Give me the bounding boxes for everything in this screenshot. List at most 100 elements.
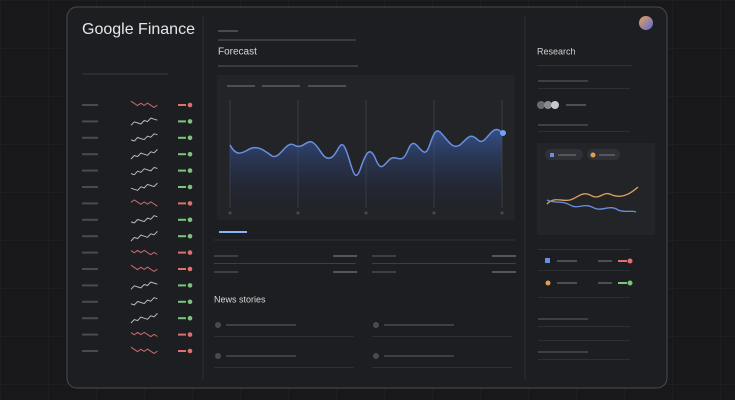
change-dot xyxy=(187,250,193,255)
avatar[interactable] xyxy=(639,16,653,30)
change-dot xyxy=(187,332,193,337)
research-line xyxy=(546,199,637,213)
watchlist xyxy=(82,100,193,355)
change-bar xyxy=(178,186,186,188)
change-dot xyxy=(187,266,193,272)
sparkline xyxy=(130,199,158,207)
sparkline xyxy=(130,149,158,160)
watchlist-row[interactable] xyxy=(82,166,193,176)
placeholder xyxy=(82,169,98,172)
sparkline xyxy=(130,231,158,242)
sparkline xyxy=(130,264,158,273)
change-bar xyxy=(178,136,186,139)
placeholder xyxy=(82,284,98,287)
watchlist-row[interactable] xyxy=(82,100,193,109)
placeholder xyxy=(82,120,98,123)
chart-area xyxy=(230,129,502,208)
chart-point[interactable] xyxy=(500,130,506,136)
change-bar xyxy=(178,350,186,352)
placeholder xyxy=(82,235,98,238)
brand[interactable]: Google Finance xyxy=(82,21,195,38)
placeholder xyxy=(82,268,98,270)
change-bar xyxy=(178,235,186,238)
change-dot xyxy=(187,233,193,239)
sparkline xyxy=(130,249,158,256)
change-dot xyxy=(187,348,193,354)
placeholder xyxy=(538,88,630,89)
section-title: Forecast xyxy=(218,47,257,58)
placeholder xyxy=(82,350,98,352)
sparkline xyxy=(130,215,158,224)
chip[interactable] xyxy=(262,85,300,87)
change-dot xyxy=(187,217,193,223)
sparkline xyxy=(130,297,158,306)
placeholder xyxy=(82,333,98,336)
section-title: News stories xyxy=(214,294,266,304)
change-dot xyxy=(187,151,193,157)
placeholder xyxy=(82,251,98,254)
change-bar xyxy=(178,202,186,205)
stat-rows xyxy=(214,255,516,273)
watchlist-row[interactable] xyxy=(82,249,193,256)
watchlist-row[interactable] xyxy=(82,117,193,126)
change-bar xyxy=(178,169,186,172)
section-title: Research xyxy=(537,46,576,56)
chip[interactable] xyxy=(227,85,255,87)
sparkline xyxy=(130,182,158,191)
placeholder xyxy=(218,39,356,41)
change-dot xyxy=(187,102,193,108)
change-dot xyxy=(187,135,193,141)
watchlist-row[interactable] xyxy=(82,231,193,242)
placeholder xyxy=(82,186,98,188)
placeholder xyxy=(538,80,588,82)
research-rows xyxy=(538,258,633,360)
watchlist-row[interactable] xyxy=(82,281,193,290)
placeholder xyxy=(82,218,98,221)
placeholder xyxy=(218,30,238,32)
sparkline xyxy=(130,133,158,142)
chart-ticks xyxy=(228,211,504,215)
watchlist-row[interactable] xyxy=(82,149,193,160)
change-dot xyxy=(187,283,193,288)
divider xyxy=(537,65,632,66)
placeholder xyxy=(82,153,98,156)
sparkline xyxy=(130,331,158,338)
change-dot xyxy=(187,299,193,305)
sparkline xyxy=(130,313,158,324)
change-bar xyxy=(178,300,186,303)
sparkline xyxy=(130,117,158,126)
change-bar xyxy=(178,153,186,156)
watchlist-row[interactable] xyxy=(82,346,193,355)
change-dot xyxy=(187,168,193,173)
avatars xyxy=(537,101,586,109)
chip[interactable] xyxy=(308,85,346,87)
sparkline xyxy=(130,100,158,109)
watchlist-row[interactable] xyxy=(82,215,193,224)
watchlist-row[interactable] xyxy=(82,313,193,324)
watchlist-row[interactable] xyxy=(82,182,193,191)
placeholder xyxy=(82,300,98,303)
watchlist-row[interactable] xyxy=(82,264,193,273)
watchlist-row[interactable] xyxy=(82,331,193,338)
placeholder xyxy=(82,317,98,320)
watchlist-row[interactable] xyxy=(82,199,193,207)
watchlist-row[interactable] xyxy=(82,297,193,306)
change-bar xyxy=(178,268,186,270)
tab-active[interactable] xyxy=(219,231,247,233)
change-bar xyxy=(178,333,186,336)
change-bar xyxy=(178,317,186,320)
research-line xyxy=(546,186,639,205)
sparkline xyxy=(130,166,158,176)
watchlist-row[interactable] xyxy=(82,133,193,142)
divider xyxy=(538,249,630,250)
change-dot xyxy=(187,184,193,190)
change-dot xyxy=(187,119,193,124)
placeholder xyxy=(538,131,630,132)
change-dot xyxy=(187,315,193,321)
change-bar xyxy=(178,218,186,221)
change-bar xyxy=(178,251,186,254)
news-items[interactable] xyxy=(214,322,512,368)
change-bar xyxy=(178,284,186,287)
